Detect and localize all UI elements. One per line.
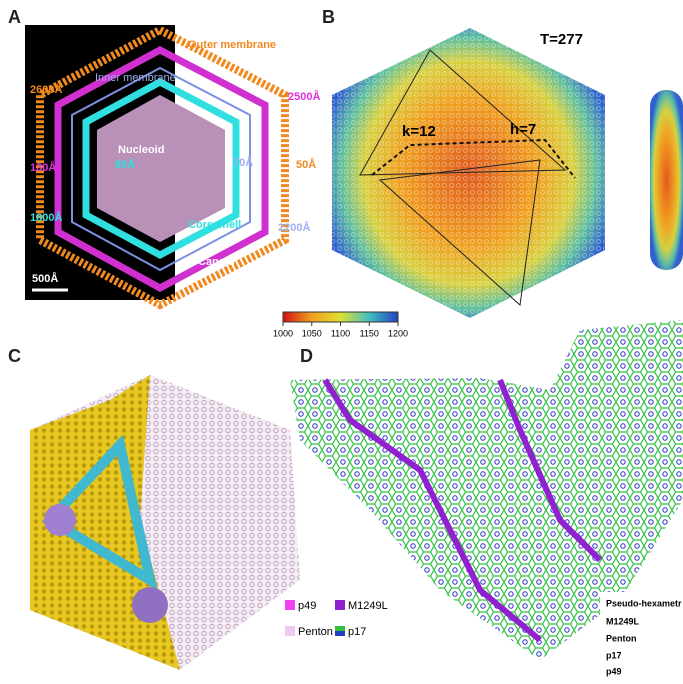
- legend-swatch: [335, 626, 345, 631]
- dimension: 2500Å: [288, 90, 320, 103]
- h-label: h=7: [510, 121, 536, 138]
- legend-label: Penton: [606, 633, 637, 643]
- k-label: k=12: [402, 123, 436, 140]
- dimension: 2200Å: [278, 221, 310, 234]
- lattice: [290, 320, 683, 660]
- panel-c: C p49 M1249L Penton p17: [8, 346, 388, 670]
- legend-label: M1249L: [348, 600, 388, 612]
- inner-membrane: [71, 66, 251, 272]
- panel-letter: A: [8, 7, 21, 27]
- label: Nucleoid: [118, 144, 164, 156]
- t-number: T=277: [540, 31, 583, 48]
- legend-label: Pseudo-hexametr: [606, 598, 682, 608]
- penton: [44, 504, 76, 536]
- panel-letter: B: [322, 7, 335, 27]
- colorbar: [282, 311, 399, 323]
- penton: [132, 587, 168, 623]
- colorbar-tick-label: 1050: [302, 328, 322, 338]
- capsid-ring: [54, 46, 269, 292]
- core-shell: [82, 78, 240, 259]
- panel-letter: C: [8, 346, 21, 366]
- dimension: 130Å: [30, 161, 56, 174]
- facet: [359, 49, 567, 176]
- colorbar-tick-label: 1100: [331, 328, 350, 338]
- dimension: 80Å: [115, 158, 135, 171]
- scale-label: 500Å: [32, 272, 58, 285]
- dimension: 1800Å: [30, 211, 62, 224]
- colorbar-tick-label: 1200: [388, 328, 408, 338]
- boundary: [322, 378, 603, 643]
- path: [371, 138, 576, 179]
- label: Inner membrane: [95, 72, 176, 84]
- legend-label: Penton: [298, 626, 333, 638]
- partial-capsid: [650, 90, 683, 270]
- legend-label: M1249L: [606, 616, 640, 626]
- capsid-texture: [332, 28, 605, 318]
- outer-membrane: [36, 25, 289, 310]
- panel-a: A Outer membrane Inner membrane Nucleoid…: [8, 7, 320, 310]
- facet: [378, 159, 541, 306]
- legend-label: p17: [348, 626, 366, 638]
- label: Core shell: [188, 219, 241, 231]
- legend-swatch: [335, 600, 345, 610]
- dimension: 50Å: [296, 158, 316, 171]
- colorbar-tick-label: 1000: [273, 328, 293, 338]
- dimension: 70Å: [233, 156, 253, 169]
- label: Outer membrane: [188, 39, 276, 51]
- legend-swatch: [285, 600, 295, 610]
- legend-swatch: [335, 631, 345, 636]
- dimension: 2600Å: [30, 83, 62, 96]
- legend-swatch: [285, 626, 295, 636]
- legend-label: p49: [606, 666, 622, 676]
- panel-d: D Pseudo-hexametr M1249L Penton p17 p49: [290, 320, 683, 684]
- legend-label: p49: [298, 600, 316, 612]
- label: Capsid: [198, 256, 235, 268]
- panel-letter: D: [300, 346, 313, 366]
- colorbar-tick-label: 1150: [360, 328, 379, 338]
- legend-bg: [600, 592, 683, 684]
- nucleoid: [97, 95, 225, 242]
- panel-b: B T=277 k=12 h=7: [282, 7, 683, 323]
- triangle: [42, 434, 158, 591]
- legend-label: p17: [606, 650, 622, 660]
